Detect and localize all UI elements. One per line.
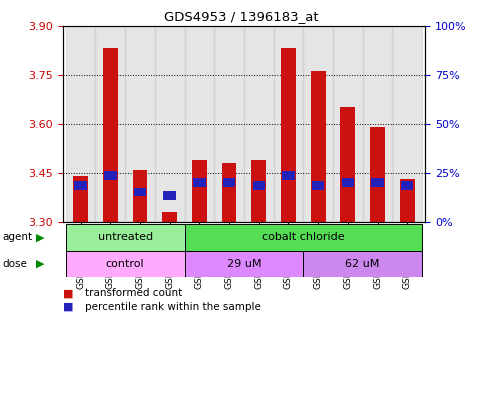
Bar <box>185 251 303 277</box>
Text: ▶: ▶ <box>36 259 45 269</box>
Bar <box>66 251 185 277</box>
Text: untreated: untreated <box>98 232 153 242</box>
Text: transformed count: transformed count <box>85 288 182 298</box>
Bar <box>223 178 235 187</box>
Bar <box>303 26 333 222</box>
Text: control: control <box>106 259 144 269</box>
Bar <box>185 224 422 251</box>
Bar <box>66 224 185 251</box>
Bar <box>125 26 155 222</box>
Bar <box>281 48 296 222</box>
Text: agent: agent <box>2 232 32 242</box>
Bar <box>392 26 422 222</box>
Text: 29 uM: 29 uM <box>227 259 261 269</box>
Bar <box>282 171 295 180</box>
Bar <box>244 26 273 222</box>
Bar <box>303 251 422 277</box>
Bar <box>363 26 392 222</box>
Bar <box>341 178 354 187</box>
Bar <box>163 191 176 200</box>
Text: cobalt chloride: cobalt chloride <box>262 232 344 242</box>
Bar <box>400 180 414 222</box>
Bar <box>222 163 237 222</box>
Bar <box>74 181 87 190</box>
Bar <box>312 181 325 190</box>
Bar <box>370 127 385 222</box>
Bar <box>155 26 185 222</box>
Bar <box>73 176 88 222</box>
Text: GDS4953 / 1396183_at: GDS4953 / 1396183_at <box>164 10 319 23</box>
Bar <box>253 181 265 190</box>
Text: ■: ■ <box>63 302 73 312</box>
Text: dose: dose <box>2 259 28 269</box>
Bar <box>66 26 96 222</box>
Bar <box>341 107 355 222</box>
Bar <box>103 48 118 222</box>
Bar <box>401 181 413 190</box>
Text: ■: ■ <box>63 288 73 298</box>
Bar <box>162 212 177 222</box>
Bar <box>192 160 207 222</box>
Bar <box>371 178 384 187</box>
Text: ▶: ▶ <box>36 232 45 242</box>
Bar <box>104 171 116 180</box>
Bar <box>132 170 147 222</box>
Text: percentile rank within the sample: percentile rank within the sample <box>85 302 260 312</box>
Text: 62 uM: 62 uM <box>345 259 380 269</box>
Bar <box>311 72 326 222</box>
Bar <box>214 26 244 222</box>
Bar <box>333 26 363 222</box>
Bar <box>134 188 146 196</box>
Bar <box>185 26 214 222</box>
Bar <box>251 160 266 222</box>
Bar <box>96 26 125 222</box>
Bar <box>273 26 303 222</box>
Bar <box>193 178 206 187</box>
